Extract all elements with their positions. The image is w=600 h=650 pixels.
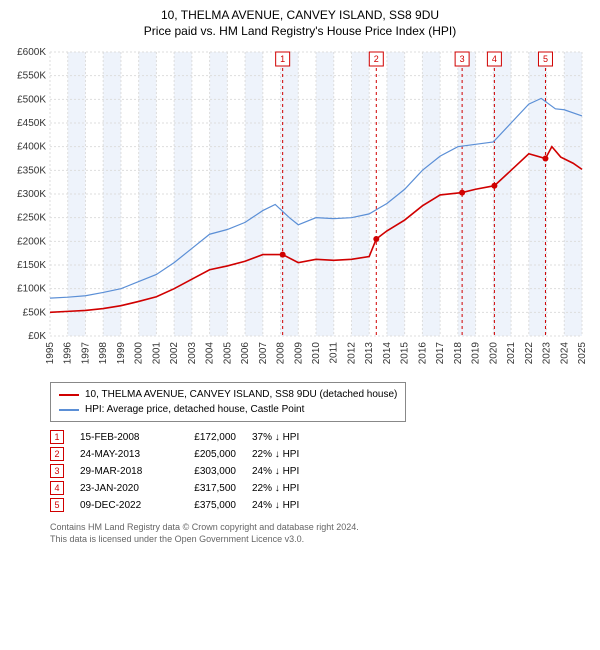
event-marker: 4 [50, 481, 64, 495]
event-row: 3 29-MAR-2018 £303,000 24% ↓ HPI [50, 464, 592, 478]
event-delta: 22% ↓ HPI [252, 483, 332, 494]
svg-text:2012: 2012 [346, 342, 357, 365]
footer-line: Contains HM Land Registry data © Crown c… [50, 522, 592, 534]
chart-subtitle: Price paid vs. HM Land Registry's House … [8, 24, 592, 38]
svg-text:2005: 2005 [222, 342, 233, 365]
svg-text:2022: 2022 [524, 342, 535, 365]
svg-text:5: 5 [543, 54, 548, 64]
event-delta: 37% ↓ HPI [252, 432, 332, 443]
svg-text:4: 4 [492, 54, 497, 64]
svg-text:2024: 2024 [559, 342, 570, 365]
svg-text:£450K: £450K [17, 118, 46, 129]
event-price: £172,000 [176, 432, 236, 443]
svg-text:£50K: £50K [23, 307, 47, 318]
legend-item: HPI: Average price, detached house, Cast… [59, 402, 397, 417]
svg-text:2014: 2014 [382, 342, 393, 365]
event-date: 09-DEC-2022 [80, 500, 160, 511]
chart-container: 10, THELMA AVENUE, CANVEY ISLAND, SS8 9D… [8, 8, 592, 545]
footer: Contains HM Land Registry data © Crown c… [50, 522, 592, 545]
svg-text:£0K: £0K [28, 331, 46, 342]
svg-text:2020: 2020 [488, 342, 499, 365]
legend-swatch [59, 409, 79, 411]
svg-text:2015: 2015 [400, 342, 411, 365]
svg-text:2013: 2013 [364, 342, 375, 365]
event-marker: 5 [50, 498, 64, 512]
legend: 10, THELMA AVENUE, CANVEY ISLAND, SS8 9D… [50, 382, 406, 422]
event-price: £205,000 [176, 449, 236, 460]
event-list: 1 15-FEB-2008 £172,000 37% ↓ HPI 2 24-MAY-201… [50, 430, 592, 512]
event-row: 2 24-MAY-2013 £205,000 22% ↓ HPI [50, 447, 592, 461]
event-marker: 2 [50, 447, 64, 461]
svg-text:2001: 2001 [151, 342, 162, 365]
legend-label: 10, THELMA AVENUE, CANVEY ISLAND, SS8 9D… [85, 387, 397, 402]
svg-text:3: 3 [460, 54, 465, 64]
svg-text:1996: 1996 [63, 342, 74, 365]
event-row: 1 15-FEB-2008 £172,000 37% ↓ HPI [50, 430, 592, 444]
legend-swatch [59, 394, 79, 396]
event-row: 5 09-DEC-2022 £375,000 24% ↓ HPI [50, 498, 592, 512]
svg-text:2009: 2009 [293, 342, 304, 365]
svg-text:£550K: £550K [17, 71, 46, 82]
event-marker: 1 [50, 430, 64, 444]
event-date: 29-MAR-2018 [80, 466, 160, 477]
svg-text:2006: 2006 [240, 342, 251, 365]
svg-text:2011: 2011 [329, 342, 340, 364]
svg-text:2017: 2017 [435, 342, 446, 365]
svg-text:£350K: £350K [17, 165, 46, 176]
svg-text:£250K: £250K [17, 213, 46, 224]
svg-text:£400K: £400K [17, 142, 46, 153]
svg-text:1997: 1997 [80, 342, 91, 365]
svg-text:£200K: £200K [17, 236, 46, 247]
svg-text:2: 2 [374, 54, 379, 64]
svg-text:1995: 1995 [45, 342, 56, 365]
footer-line: This data is licensed under the Open Gov… [50, 534, 592, 546]
svg-text:2016: 2016 [417, 342, 428, 365]
svg-text:2019: 2019 [471, 342, 482, 365]
svg-text:£100K: £100K [17, 284, 46, 295]
svg-text:1: 1 [280, 54, 285, 64]
event-price: £317,500 [176, 483, 236, 494]
svg-text:2018: 2018 [453, 342, 464, 365]
plot-area: £0K £50K £100K £150K £200K £250K £300K £350K £40… [8, 46, 592, 376]
svg-text:1998: 1998 [98, 342, 109, 365]
event-marker: 3 [50, 464, 64, 478]
svg-text:2025: 2025 [577, 342, 588, 365]
event-delta: 24% ↓ HPI [252, 500, 332, 511]
svg-text:2000: 2000 [134, 342, 145, 365]
event-delta: 24% ↓ HPI [252, 466, 332, 477]
event-date: 15-FEB-2008 [80, 432, 160, 443]
chart-svg: £0K £50K £100K £150K £200K £250K £300K £350K £40… [8, 46, 592, 376]
svg-text:2008: 2008 [276, 342, 287, 365]
svg-text:1999: 1999 [116, 342, 127, 365]
event-date: 23-JAN-2020 [80, 483, 160, 494]
event-price: £375,000 [176, 500, 236, 511]
svg-text:2023: 2023 [542, 342, 553, 365]
svg-text:£150K: £150K [17, 260, 46, 271]
event-row: 4 23-JAN-2020 £317,500 22% ↓ HPI [50, 481, 592, 495]
event-date: 24-MAY-2013 [80, 449, 160, 460]
svg-text:£300K: £300K [17, 189, 46, 200]
svg-text:2010: 2010 [311, 342, 322, 365]
event-delta: 22% ↓ HPI [252, 449, 332, 460]
svg-text:2007: 2007 [258, 342, 269, 365]
event-price: £303,000 [176, 466, 236, 477]
svg-text:2004: 2004 [205, 342, 216, 365]
chart-title: 10, THELMA AVENUE, CANVEY ISLAND, SS8 9D… [8, 8, 592, 22]
svg-text:2021: 2021 [506, 342, 517, 365]
svg-text:2003: 2003 [187, 342, 198, 365]
legend-label: HPI: Average price, detached house, Cast… [85, 402, 304, 417]
svg-text:£600K: £600K [17, 47, 46, 58]
svg-text:£500K: £500K [17, 94, 46, 105]
legend-item: 10, THELMA AVENUE, CANVEY ISLAND, SS8 9D… [59, 387, 397, 402]
svg-text:2002: 2002 [169, 342, 180, 365]
